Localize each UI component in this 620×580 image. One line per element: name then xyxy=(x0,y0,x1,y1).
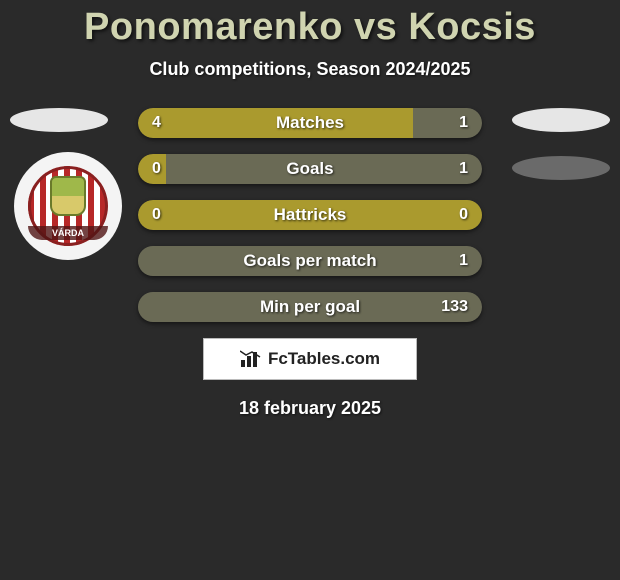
page-title: Ponomarenko vs Kocsis xyxy=(0,0,620,49)
footer-date: 18 february 2025 xyxy=(0,398,620,419)
player-left-oval xyxy=(10,108,108,132)
bar-chart-icon xyxy=(240,350,262,368)
brand-box[interactable]: FcTables.com xyxy=(203,338,417,380)
bar-row-min-per-goal: Min per goal 133 xyxy=(138,292,482,322)
bar-row-goals: 0 Goals 1 xyxy=(138,154,482,184)
club-badge-label: VÁRDA xyxy=(28,226,108,240)
brand-text: FcTables.com xyxy=(268,349,380,369)
player-right-oval-2 xyxy=(512,156,610,180)
bar-row-goals-per-match: Goals per match 1 xyxy=(138,246,482,276)
comparison-bars: 4 Matches 1 0 Goals 1 0 Hattricks 0 Goal… xyxy=(138,108,482,322)
bar-label: Min per goal xyxy=(138,292,482,322)
bar-value-right: 1 xyxy=(459,246,468,276)
bar-value-right: 133 xyxy=(441,292,468,322)
comparison-chart: VÁRDA 4 Matches 1 0 Goals 1 0 Hattricks … xyxy=(0,108,620,322)
club-badge: VÁRDA xyxy=(14,152,122,260)
bar-value-right: 0 xyxy=(459,200,468,230)
player-right-oval-1 xyxy=(512,108,610,132)
page-subtitle: Club competitions, Season 2024/2025 xyxy=(0,59,620,80)
club-badge-shield xyxy=(50,176,86,216)
bar-value-right: 1 xyxy=(459,108,468,138)
club-badge-stripes: VÁRDA xyxy=(28,166,108,246)
bar-label: Goals xyxy=(138,154,482,184)
bar-label: Goals per match xyxy=(138,246,482,276)
bar-label: Matches xyxy=(138,108,482,138)
bar-row-hattricks: 0 Hattricks 0 xyxy=(138,200,482,230)
bar-label: Hattricks xyxy=(138,200,482,230)
bar-value-right: 1 xyxy=(459,154,468,184)
bar-row-matches: 4 Matches 1 xyxy=(138,108,482,138)
